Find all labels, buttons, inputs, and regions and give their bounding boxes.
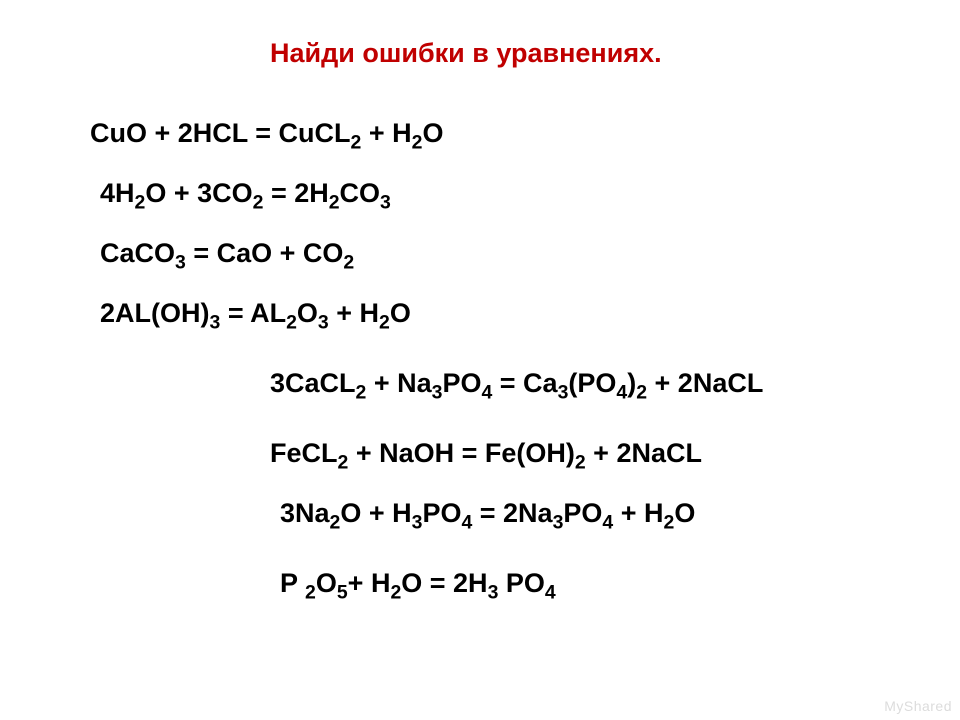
equation-3: CaCO3 = CaO + CO2 [100, 238, 354, 269]
equation-8: P 2O5+ H2O = 2H3 PO4 [280, 568, 556, 599]
equation-4: 2AL(OH)3 = AL2O3 + H2O [100, 298, 411, 329]
equation-1: CuO + 2HCL = CuCL2 + H2O [90, 118, 443, 149]
equation-7: 3Na2O + H3PO4 = 2Na3PO4 + H2O [280, 498, 695, 529]
equation-2: 4H2O + 3CO2 = 2H2CO3 [100, 178, 391, 209]
equation-5: 3CaCL2 + Na3PO4 = Ca3(PO4)2 + 2NaCL [270, 368, 763, 399]
watermark: MyShared [884, 698, 952, 714]
equation-6: FeCL2 + NaOH = Fe(OH)2 + 2NaCL [270, 438, 702, 469]
slide-title: Найди ошибки в уравнениях. [270, 38, 662, 69]
